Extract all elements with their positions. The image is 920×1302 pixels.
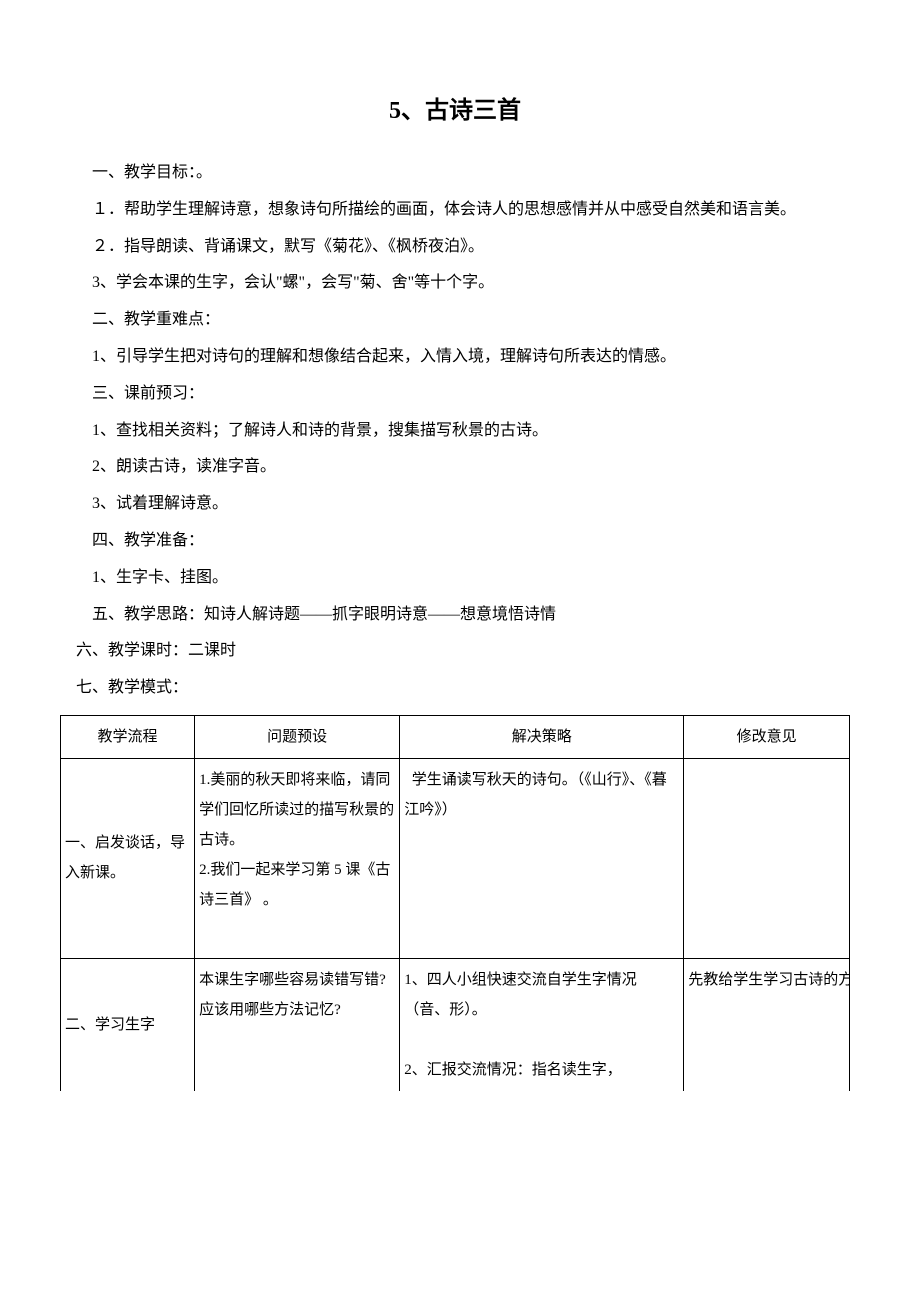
- section-7: 1、查找相关资料；了解诗人和诗的背景，搜集描写秋景的古诗。: [60, 413, 850, 450]
- section-3: 3、学会本课的生字，会认"螺"，会写"菊、舍"等十个字。: [60, 265, 850, 302]
- section-4: 二、教学重难点：: [60, 302, 850, 339]
- table-row: 二、学习生字 本课生字哪些容易读错写错?应该用哪些方法记忆? 1、四人小组快速交…: [61, 958, 850, 1091]
- table-container: 教学流程 问题预设 解决策略 修改意见 一、启发谈话，导入新课。 1.美丽的秋天…: [60, 707, 850, 1091]
- table-header-row: 教学流程 问题预设 解决策略 修改意见: [61, 715, 850, 758]
- section-5: 1、引导学生把对诗句的理解和想像结合起来，入情入境，理解诗句所表达的情感。: [60, 339, 850, 376]
- cell-r2-c3: 1、四人小组快速交流自学生字情况（音、形）。 2、汇报交流情况：指名读生字，: [400, 958, 684, 1091]
- section-14: 七、教学模式：: [60, 670, 850, 707]
- section-8: 2、朗读古诗，读准字音。: [60, 449, 850, 486]
- cell-r2-c1: 二、学习生字: [61, 958, 195, 1091]
- cell-r1-c1: 一、启发谈话，导入新课。: [61, 758, 195, 958]
- table-row: 一、启发谈话，导入新课。 1.美丽的秋天即将来临，请同学们回忆所读过的描写秋景的…: [61, 758, 850, 958]
- cell-r1-c4: [684, 758, 850, 958]
- header-col-2: 问题预设: [195, 715, 400, 758]
- section-13: 六、教学课时：二课时: [60, 633, 850, 670]
- section-11: 1、生字卡、挂图。: [60, 560, 850, 597]
- document-title: 5、古诗三首: [60, 90, 850, 125]
- teaching-table: 教学流程 问题预设 解决策略 修改意见 一、启发谈话，导入新课。 1.美丽的秋天…: [60, 715, 850, 1091]
- header-col-4: 修改意见: [684, 715, 850, 758]
- section-12: 五、教学思路：知诗人解诗题——抓字眼明诗意——想意境悟诗情: [60, 597, 850, 634]
- body-content: 一、教学目标：。 １．帮助学生理解诗意，想象诗句所描绘的画面，体会诗人的思想感情…: [60, 155, 850, 707]
- section-9: 3、试着理解诗意。: [60, 486, 850, 523]
- section-0: 一、教学目标：。: [60, 155, 850, 192]
- cell-r2-c4: 先教给学生学习古诗的方法：一、知诗人，解诗题。二、熟诗句，反复读。三、抓字眼，解…: [684, 958, 850, 1091]
- section-10: 四、教学准备：: [60, 523, 850, 560]
- cell-r1-c3: 学生诵读写秋天的诗句。（《山行》、《暮江吟》）: [400, 758, 684, 958]
- section-6: 三、课前预习：: [60, 376, 850, 413]
- header-col-1: 教学流程: [61, 715, 195, 758]
- cell-r2-c2: 本课生字哪些容易读错写错?应该用哪些方法记忆?: [195, 958, 400, 1091]
- header-col-3: 解决策略: [400, 715, 684, 758]
- cell-r1-c2: 1.美丽的秋天即将来临，请同学们回忆所读过的描写秋景的古诗。 2.我们一起来学习…: [195, 758, 400, 958]
- section-2: ２．指导朗读、背诵课文，默写《菊花》、《枫桥夜泊》。: [60, 229, 850, 266]
- section-1: １．帮助学生理解诗意，想象诗句所描绘的画面，体会诗人的思想感情并从中感受自然美和…: [60, 192, 850, 229]
